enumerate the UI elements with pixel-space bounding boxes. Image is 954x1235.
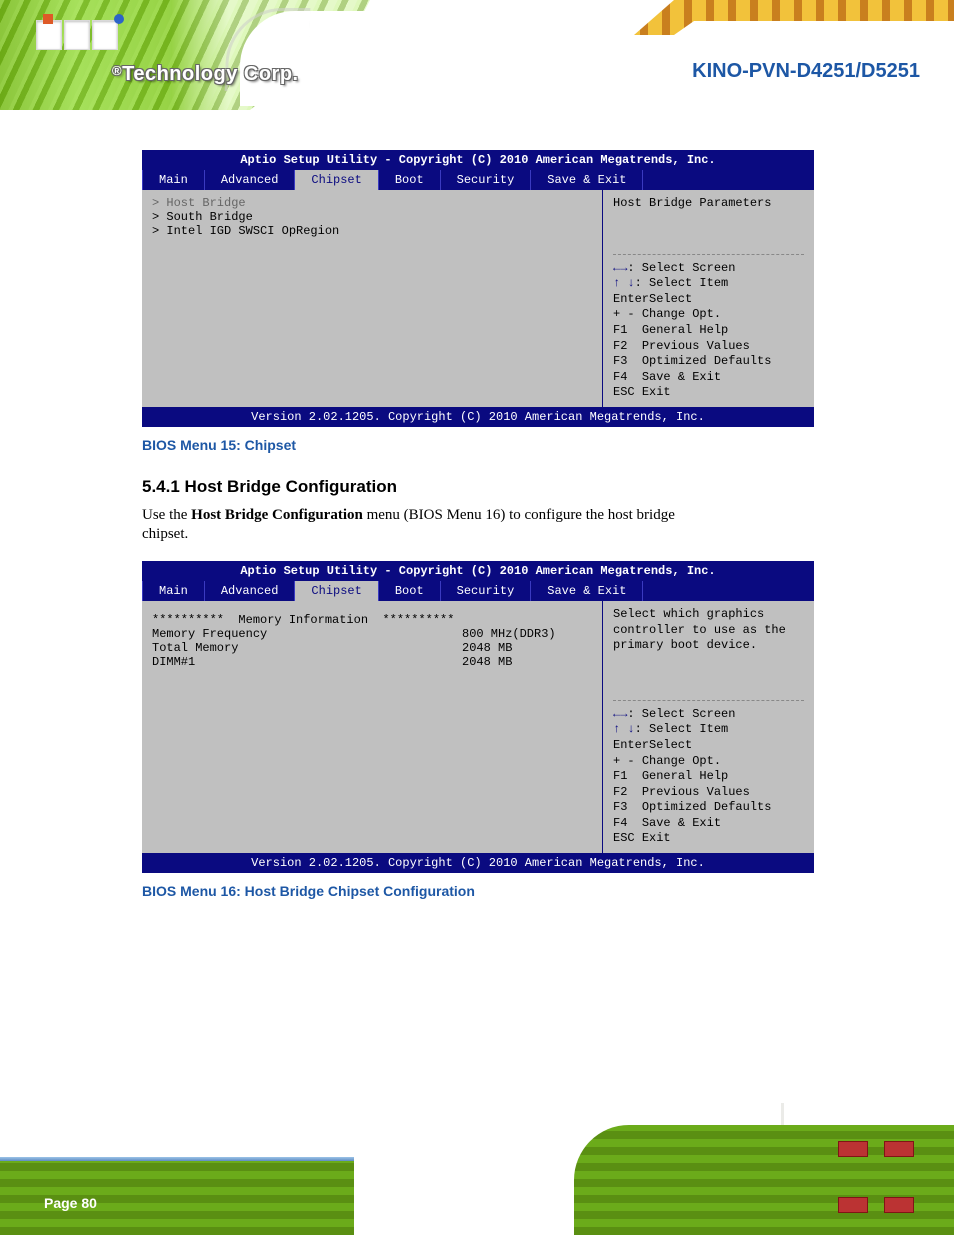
product-name: KINO-PVN-D4251/D5251: [692, 60, 920, 83]
nav2-f2: F2 Previous Values: [613, 785, 804, 801]
nav-esc: ESC Exit: [613, 385, 804, 401]
tab-saveexit-2[interactable]: Save & Exit: [531, 581, 643, 601]
tab-security-2[interactable]: Security: [441, 581, 532, 601]
tab-advanced-2[interactable]: Advanced: [205, 581, 296, 601]
tab-main[interactable]: Main: [142, 170, 205, 190]
tab-advanced[interactable]: Advanced: [205, 170, 296, 190]
bios-tabs: Main Advanced Chipset Boot Security Save…: [142, 170, 814, 190]
section-title: 5.4.1 Host Bridge Configuration: [142, 477, 920, 497]
tab-main-2[interactable]: Main: [142, 581, 205, 601]
nav2-f3: F3 Optimized Defaults: [613, 800, 804, 816]
menu-host-bridge[interactable]: > Host Bridge: [152, 196, 592, 210]
brand-text: ®®Technology Corp.Technology Corp.: [112, 63, 299, 86]
help-title: Host Bridge Parameters: [613, 196, 804, 212]
bios-title-2: Aptio Setup Utility - Copyright (C) 2010…: [142, 561, 814, 581]
nav-f2: F2 Previous Values: [613, 339, 804, 355]
page-body: Aptio Setup Utility - Copyright (C) 2010…: [0, 110, 954, 899]
section-paragraph: Use the Host Bridge Configuration menu (…: [142, 507, 920, 524]
bios-screenshot-1: Aptio Setup Utility - Copyright (C) 2010…: [142, 150, 814, 427]
logo-squares: [36, 20, 118, 50]
chip-icon: [884, 1141, 914, 1157]
bios-title: Aptio Setup Utility - Copyright (C) 2010…: [142, 150, 814, 170]
nav-f3: F3 Optimized Defaults: [613, 354, 804, 370]
page-number: Page 80: [44, 1195, 97, 1211]
nav-f4: F4 Save & Exit: [613, 370, 804, 386]
logo-dot-blue: [114, 14, 124, 24]
menu-south-bridge[interactable]: > South Bridge: [152, 210, 592, 224]
logo: [36, 20, 118, 50]
nav-enter: EnterSelect: [613, 292, 804, 308]
tab-boot[interactable]: Boot: [379, 170, 441, 190]
tab-saveexit[interactable]: Save & Exit: [531, 170, 643, 190]
bottom-banner: Page 80: [0, 1103, 954, 1235]
caption-1: BIOS Menu 15: Chipset: [142, 437, 920, 453]
nav2-esc: ESC Exit: [613, 831, 804, 847]
nav-screen: ←→: Select Screen: [613, 261, 804, 277]
bios-left-1: > Host Bridge > South Bridge > Intel IGD…: [142, 190, 602, 407]
bios-body-2: ********** Memory Information **********…: [142, 601, 814, 853]
nav2-screen: ←→: Select Screen: [613, 707, 804, 723]
chip-icon: [884, 1197, 914, 1213]
nav2-item: ↑ ↓: Select Item: [613, 722, 804, 738]
nav-change: + - Change Opt.: [613, 307, 804, 323]
chip-icon: [838, 1141, 868, 1157]
nav-f1: F1 General Help: [613, 323, 804, 339]
menu-igd-opregion[interactable]: > Intel IGD SWSCI OpRegion: [152, 224, 592, 238]
nav2-f1: F1 General Help: [613, 769, 804, 785]
bios-footer-1: Version 2.02.1205. Copyright (C) 2010 Am…: [142, 407, 814, 427]
mem-total: Total Memory2048 MB: [152, 641, 592, 655]
chip-icon: [838, 1197, 868, 1213]
tab-chipset[interactable]: Chipset: [295, 170, 378, 190]
nav2-change: + - Change Opt.: [613, 754, 804, 770]
nav-item: ↑ ↓: Select Item: [613, 276, 804, 292]
banner-sweep: [240, 11, 954, 106]
bios-screenshot-2: Aptio Setup Utility - Copyright (C) 2010…: [142, 561, 814, 873]
tab-chipset-2[interactable]: Chipset: [295, 581, 378, 601]
tab-boot-2[interactable]: Boot: [379, 581, 441, 601]
section-paragraph-2: chipset.: [142, 526, 920, 543]
nav2-enter: EnterSelect: [613, 738, 804, 754]
bios-tabs-2: Main Advanced Chipset Boot Security Save…: [142, 581, 814, 601]
nav2-f4: F4 Save & Exit: [613, 816, 804, 832]
bios-left-2: ********** Memory Information **********…: [142, 601, 602, 853]
logo-dot-orange: [43, 14, 53, 24]
caption-2: BIOS Menu 16: Host Bridge Chipset Config…: [142, 883, 920, 899]
top-banner: ®®Technology Corp.Technology Corp. KINO-…: [0, 0, 954, 110]
bios-body-1: > Host Bridge > South Bridge > Intel IGD…: [142, 190, 814, 407]
bios-footer-2: Version 2.02.1205. Copyright (C) 2010 Am…: [142, 853, 814, 873]
bios-help-2: Select which graphics controller to use …: [602, 601, 814, 853]
mem-freq: Memory Frequency800 MHz(DDR3): [152, 627, 592, 641]
mem-info-heading: ********** Memory Information **********: [152, 613, 592, 627]
mem-dimm1: DIMM#12048 MB: [152, 655, 592, 669]
tab-security[interactable]: Security: [441, 170, 532, 190]
help-text-2: Select which graphics controller to use …: [613, 607, 804, 654]
bios-help-1: Host Bridge Parameters ←→: Select Screen…: [602, 190, 814, 407]
